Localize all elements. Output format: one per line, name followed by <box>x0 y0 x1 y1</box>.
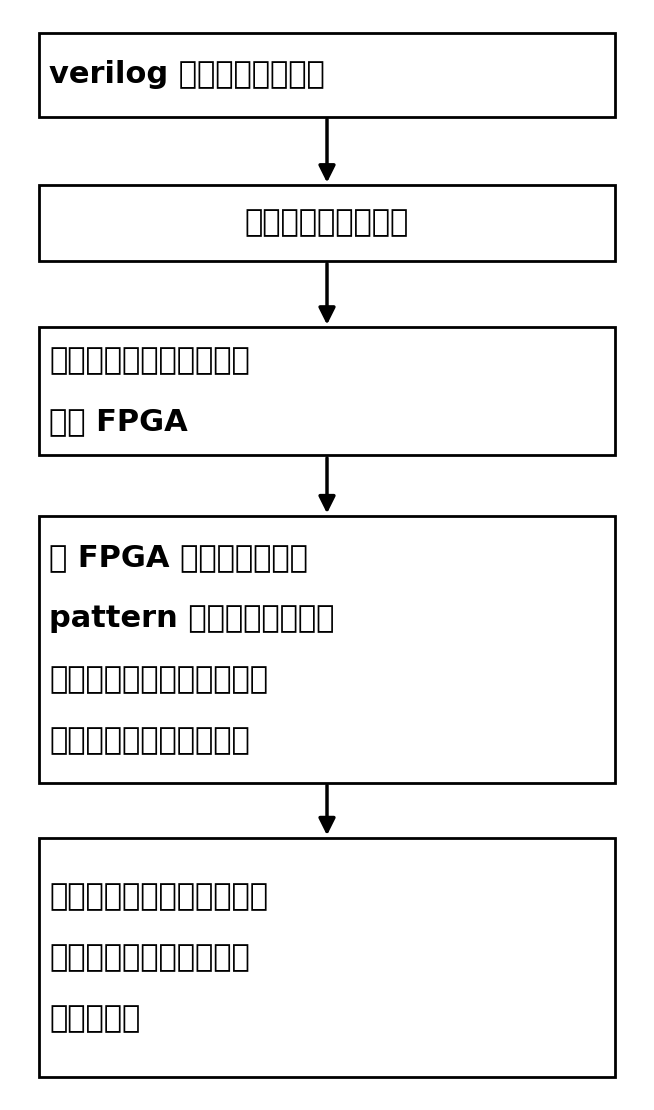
Text: 通过微光显微镜捕捉亮点，: 通过微光显微镜捕捉亮点， <box>49 881 268 911</box>
Text: verilog 开发芯片测试激励: verilog 开发芯片测试激励 <box>49 60 325 90</box>
FancyBboxPatch shape <box>39 516 615 783</box>
Text: 片电路进入故障激发模式: 片电路进入故障激发模式 <box>49 726 250 756</box>
FancyBboxPatch shape <box>39 327 615 455</box>
Text: 最后对亮点进行电路分析: 最后对亮点进行电路分析 <box>49 942 250 972</box>
Text: 和失效分析: 和失效分析 <box>49 1003 141 1033</box>
FancyBboxPatch shape <box>39 838 615 1077</box>
Text: 将 FPGA 输出的多个激励: 将 FPGA 输出的多个激励 <box>49 543 308 573</box>
Text: 录入 FPGA: 录入 FPGA <box>49 407 188 436</box>
FancyBboxPatch shape <box>39 33 615 117</box>
FancyBboxPatch shape <box>39 185 615 261</box>
Text: pattern 分别加到待分析芯: pattern 分别加到待分析芯 <box>49 604 334 634</box>
Text: 对测试激励进行仿真: 对测试激励进行仿真 <box>245 209 409 238</box>
Text: 片的多个引脚，使待分析芯: 片的多个引脚，使待分析芯 <box>49 665 268 695</box>
Text: 仿真正常后将测试激励烧: 仿真正常后将测试激励烧 <box>49 346 250 375</box>
